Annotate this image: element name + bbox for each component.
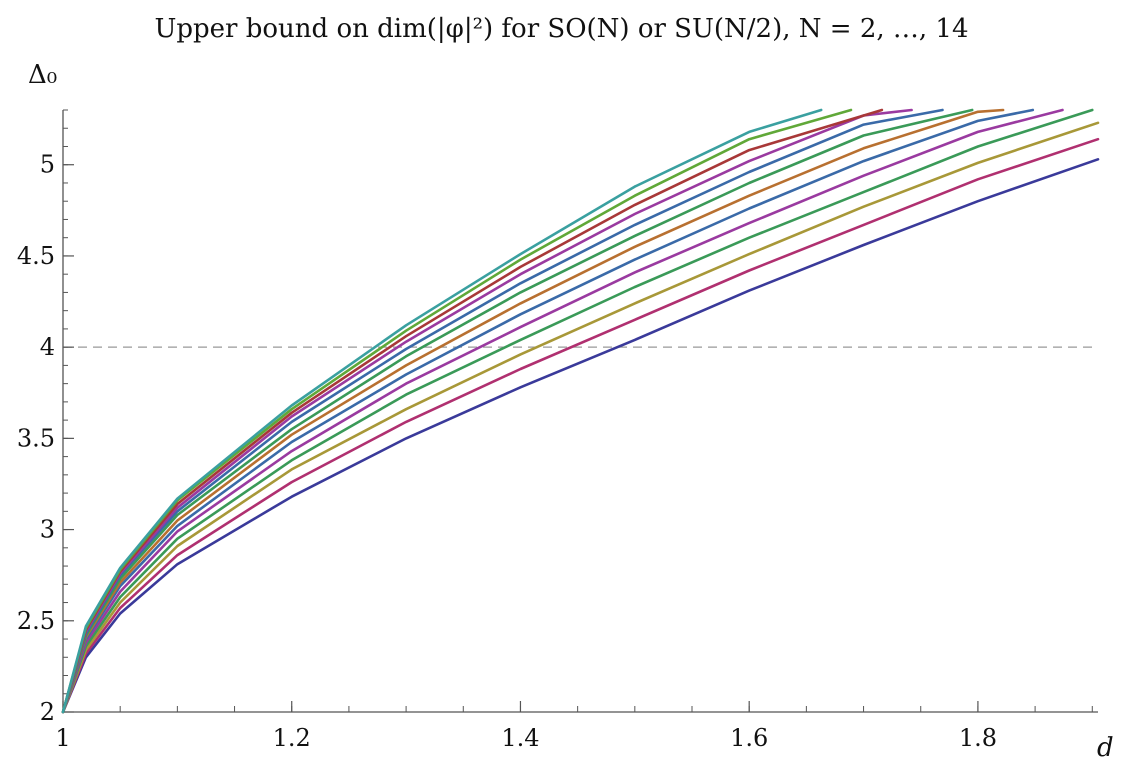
- x-axis-label: d: [1097, 733, 1114, 763]
- series-line-6: [61, 108, 1035, 714]
- series-line-5: [61, 108, 1064, 714]
- chart-title: Upper bound on dim(|φ|²) for SO(N) or SU…: [154, 14, 969, 44]
- y-tick-label: 5: [40, 151, 55, 179]
- x-tick-label: 1.6: [730, 724, 768, 752]
- ticks: 1 1.2 1.4 1.6 1.8 2 2.5 3 3.5 4 4.5 5: [17, 109, 1093, 752]
- x-tick-label: 1.2: [273, 724, 311, 752]
- series-line-12: [61, 108, 853, 714]
- y-tick-label: 4: [40, 333, 55, 361]
- x-tick-label: 1.4: [501, 724, 539, 752]
- series-line-13: [61, 108, 823, 714]
- series-line-1: [61, 158, 1100, 714]
- x-tick-label: 1.8: [959, 724, 997, 752]
- series-lines: [61, 108, 1100, 714]
- y-tick-label: 4.5: [17, 242, 55, 270]
- y-axis-label: Δ₀: [28, 60, 57, 90]
- series-line-4: [61, 108, 1094, 714]
- y-tick-label: 3: [40, 516, 55, 544]
- series-line-9: [61, 108, 944, 714]
- series-line-10: [61, 108, 913, 714]
- y-tick-label: 3.5: [17, 424, 55, 452]
- axes: [62, 110, 1098, 713]
- series-line-11: [61, 108, 884, 714]
- y-tick-label: 2.5: [17, 607, 55, 635]
- series-line-7: [61, 108, 1005, 714]
- x-tick-label: 1: [55, 724, 70, 752]
- series-line-2: [61, 137, 1100, 714]
- series-line-3: [61, 121, 1100, 714]
- y-tick-label: 2: [40, 698, 55, 726]
- series-line-8: [61, 108, 974, 714]
